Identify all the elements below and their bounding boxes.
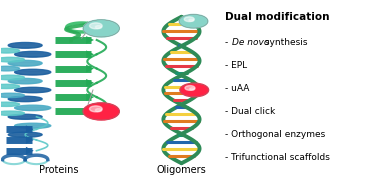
Ellipse shape bbox=[15, 87, 51, 93]
Ellipse shape bbox=[8, 96, 42, 102]
Text: - Trifunctional scaffolds: - Trifunctional scaffolds bbox=[225, 152, 330, 161]
Ellipse shape bbox=[15, 51, 51, 57]
Ellipse shape bbox=[10, 98, 40, 102]
Ellipse shape bbox=[15, 123, 51, 128]
Circle shape bbox=[189, 19, 194, 21]
Text: Dual modification: Dual modification bbox=[225, 12, 329, 22]
Circle shape bbox=[83, 103, 119, 120]
Ellipse shape bbox=[0, 84, 20, 89]
Text: Oligomers: Oligomers bbox=[156, 165, 206, 175]
Text: - EPL: - EPL bbox=[225, 61, 247, 70]
Circle shape bbox=[83, 20, 119, 37]
Ellipse shape bbox=[16, 71, 49, 75]
Ellipse shape bbox=[10, 116, 40, 120]
Circle shape bbox=[189, 88, 195, 90]
Ellipse shape bbox=[0, 66, 20, 71]
Circle shape bbox=[185, 86, 195, 90]
Ellipse shape bbox=[8, 78, 42, 84]
Ellipse shape bbox=[0, 93, 25, 98]
Ellipse shape bbox=[15, 69, 51, 75]
Ellipse shape bbox=[15, 105, 51, 111]
Ellipse shape bbox=[16, 53, 49, 57]
Circle shape bbox=[90, 106, 102, 112]
Ellipse shape bbox=[0, 102, 20, 106]
Text: - Orthogonal enzymes: - Orthogonal enzymes bbox=[225, 130, 325, 139]
Ellipse shape bbox=[10, 44, 40, 48]
Text: - uAA: - uAA bbox=[225, 84, 249, 93]
Ellipse shape bbox=[16, 89, 49, 93]
Text: -: - bbox=[225, 38, 231, 47]
Circle shape bbox=[90, 23, 102, 29]
Ellipse shape bbox=[10, 62, 40, 66]
Ellipse shape bbox=[8, 114, 42, 119]
Ellipse shape bbox=[16, 125, 49, 128]
Circle shape bbox=[95, 26, 102, 29]
Circle shape bbox=[179, 14, 208, 28]
Text: synthesis: synthesis bbox=[262, 38, 307, 47]
Circle shape bbox=[95, 109, 102, 112]
Ellipse shape bbox=[8, 42, 42, 48]
Ellipse shape bbox=[0, 57, 25, 62]
Text: - Dual click: - Dual click bbox=[225, 107, 275, 116]
Ellipse shape bbox=[8, 60, 42, 66]
Ellipse shape bbox=[0, 111, 25, 115]
Ellipse shape bbox=[0, 48, 20, 53]
Ellipse shape bbox=[16, 107, 49, 111]
Circle shape bbox=[184, 17, 194, 22]
Ellipse shape bbox=[8, 132, 42, 137]
Ellipse shape bbox=[10, 134, 40, 137]
Circle shape bbox=[180, 83, 209, 97]
Ellipse shape bbox=[0, 75, 25, 80]
Text: Proteins: Proteins bbox=[39, 165, 79, 175]
Text: De novo: De novo bbox=[232, 38, 269, 47]
Ellipse shape bbox=[10, 80, 40, 84]
